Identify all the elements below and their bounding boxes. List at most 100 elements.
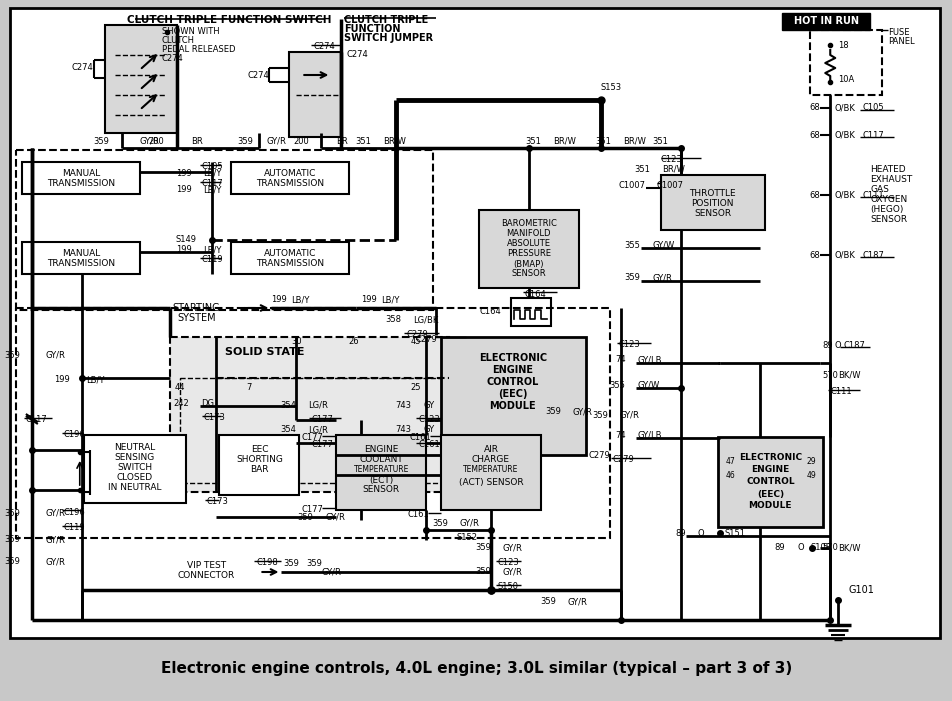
Text: MANUAL: MANUAL [62, 170, 100, 179]
Text: GY/R: GY/R [326, 512, 346, 522]
Bar [289, 52, 341, 137]
Text: O/BK: O/BK [834, 130, 855, 139]
Bar [22, 242, 140, 274]
Text: 359: 359 [238, 137, 253, 146]
Text: 351: 351 [653, 137, 668, 146]
Text: HEATED: HEATED [870, 165, 905, 174]
Text: CLOSED: CLOSED [116, 472, 152, 482]
Text: 570: 570 [823, 371, 838, 379]
Bar [231, 242, 349, 274]
Text: 359: 359 [4, 350, 20, 360]
Text: THROTTLE: THROTTLE [689, 189, 736, 198]
Text: C117: C117 [202, 179, 224, 188]
Text: GY/R: GY/R [46, 350, 66, 360]
Text: ELECTRONIC: ELECTRONIC [479, 353, 547, 363]
Text: O: O [798, 543, 803, 552]
Text: O/BK: O/BK [834, 250, 855, 259]
Text: POSITION: POSITION [691, 198, 734, 207]
Text: SENSING: SENSING [114, 453, 155, 461]
Text: GY/R: GY/R [653, 273, 672, 283]
Text: CONNECTOR: CONNECTOR [178, 571, 235, 580]
Text: LB/Y: LB/Y [204, 245, 222, 254]
Text: C105: C105 [202, 162, 223, 171]
Text: C177: C177 [302, 433, 324, 442]
Text: 47: 47 [725, 458, 735, 466]
Bar [783, 13, 870, 30]
Text: O/BK: O/BK [834, 104, 855, 112]
Text: GY: GY [423, 400, 434, 409]
Text: TEMPERATURE: TEMPERATURE [353, 465, 408, 475]
Text: SWITCH JUMPER: SWITCH JUMPER [345, 33, 433, 43]
Text: BR/W: BR/W [383, 137, 406, 146]
Text: GY/R: GY/R [46, 557, 66, 566]
Text: GY/R: GY/R [267, 137, 287, 146]
Text: 25: 25 [411, 383, 422, 393]
Text: C187: C187 [863, 250, 884, 259]
Text: C123: C123 [498, 558, 520, 567]
Text: SENSOR: SENSOR [511, 269, 546, 278]
Text: S108: S108 [810, 543, 831, 552]
Text: ENGINE: ENGINE [492, 365, 533, 375]
Text: GY/LB: GY/LB [638, 430, 663, 440]
Text: FUNCTION: FUNCTION [345, 24, 401, 34]
Text: C1007: C1007 [657, 181, 684, 190]
Text: C117: C117 [863, 130, 883, 139]
Bar [231, 162, 349, 194]
Text: C274: C274 [72, 64, 93, 72]
Text: 200: 200 [293, 137, 309, 146]
Text: (EEC): (EEC) [498, 389, 527, 399]
Text: GY/R: GY/R [503, 543, 523, 552]
Text: BR/W: BR/W [553, 137, 576, 146]
Text: MANIFOLD: MANIFOLD [506, 229, 551, 238]
Text: NEUTRAL: NEUTRAL [114, 442, 155, 451]
Text: 351: 351 [635, 165, 650, 174]
Text: GY/W: GY/W [638, 381, 660, 390]
Text: G101: G101 [848, 585, 874, 595]
Text: C198: C198 [256, 558, 278, 567]
Text: BR/W: BR/W [623, 137, 645, 146]
Text: MANUAL: MANUAL [62, 250, 100, 259]
Text: BR: BR [191, 137, 204, 146]
Text: CONTROL: CONTROL [486, 377, 539, 387]
Text: C274: C274 [313, 42, 335, 51]
Text: 743: 743 [395, 426, 411, 435]
Text: 570: 570 [823, 543, 838, 552]
Text: CONTROL: CONTROL [746, 477, 795, 486]
Text: 199: 199 [271, 296, 288, 304]
Text: SENSOR: SENSOR [694, 208, 731, 217]
Text: GY/R: GY/R [567, 597, 587, 606]
Text: ENGINE: ENGINE [364, 446, 398, 454]
Text: C274: C274 [162, 54, 184, 63]
Text: GY/R: GY/R [573, 407, 593, 416]
Text: S149: S149 [175, 236, 196, 245]
Text: 359: 359 [475, 543, 491, 552]
Text: GY/W: GY/W [653, 240, 675, 250]
Text: AUTOMATIC: AUTOMATIC [264, 170, 316, 179]
Text: C105: C105 [863, 104, 883, 112]
Bar [810, 30, 883, 95]
Text: 199: 199 [176, 245, 191, 254]
Text: C164: C164 [525, 290, 546, 299]
Text: GY/R: GY/R [503, 568, 523, 576]
Text: C119: C119 [64, 523, 86, 532]
Text: DG: DG [202, 398, 214, 407]
Text: 359: 359 [307, 559, 322, 569]
Bar [16, 150, 433, 310]
Text: 29: 29 [806, 458, 816, 466]
Text: 359: 359 [545, 407, 561, 416]
Text: LB/Y: LB/Y [86, 376, 104, 385]
Text: C123: C123 [418, 415, 440, 424]
Bar [105, 25, 176, 133]
Text: CLUTCH TRIPLE FUNCTION SWITCH: CLUTCH TRIPLE FUNCTION SWITCH [128, 15, 331, 25]
Text: GY/R: GY/R [460, 519, 480, 527]
Text: 359: 359 [4, 536, 20, 545]
Text: C177: C177 [311, 415, 333, 424]
Text: Electronic engine controls, 4.0L engine; 3.0L similar (typical – part 3 of 3): Electronic engine controls, 4.0L engine;… [161, 660, 793, 676]
Text: 359: 359 [432, 519, 448, 527]
Bar [220, 435, 299, 495]
Text: EXHAUST: EXHAUST [870, 175, 912, 184]
Text: AIR: AIR [484, 446, 499, 454]
Text: BAROMETRIC: BAROMETRIC [501, 219, 557, 229]
Bar [169, 337, 449, 492]
Text: PEDAL RELEASED: PEDAL RELEASED [162, 45, 235, 54]
